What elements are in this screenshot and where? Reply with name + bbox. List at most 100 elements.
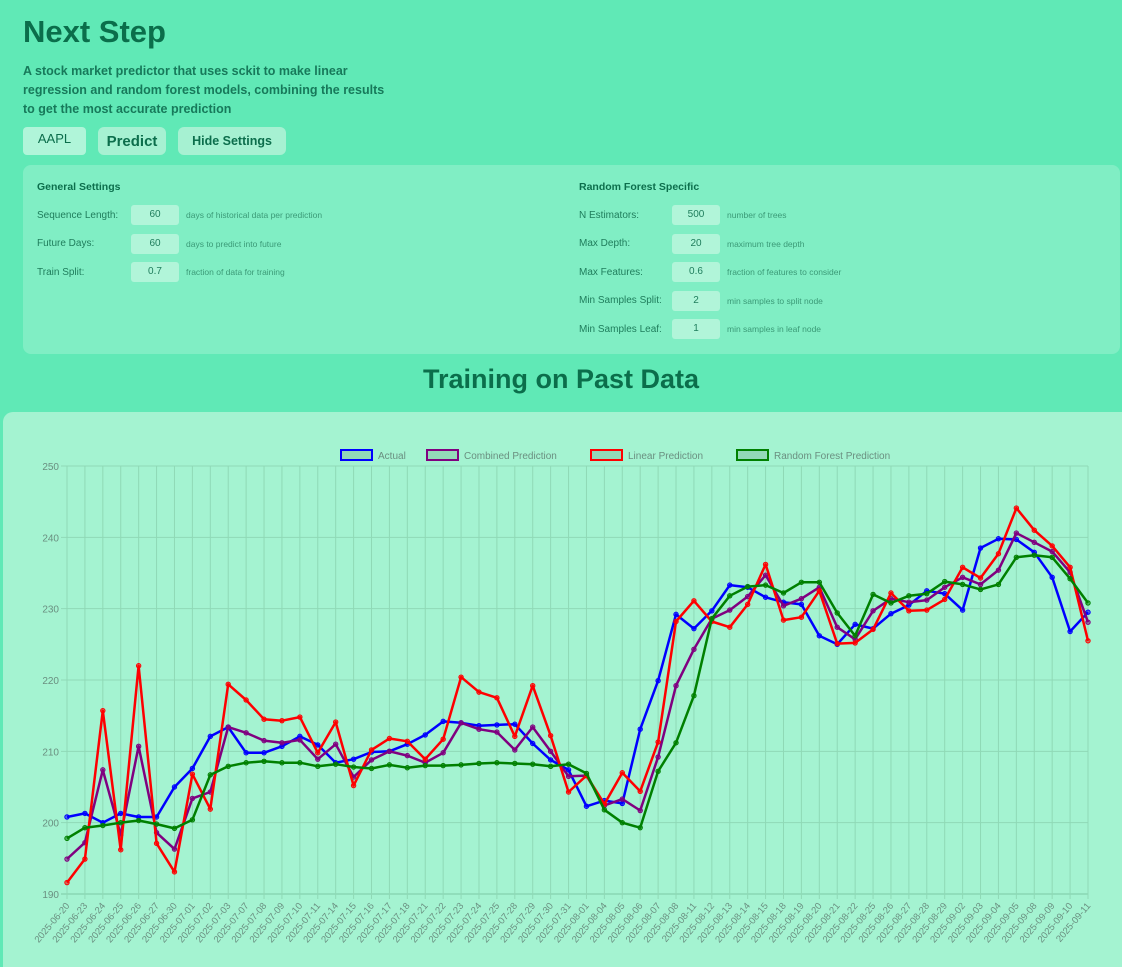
data-point [82,856,88,862]
data-point [834,624,840,630]
random-forest-heading: Random Forest Specific [579,181,700,193]
data-point [942,584,948,590]
setting-hint: fraction of features to consider [727,267,842,277]
data-point [64,879,70,886]
data-point [727,607,733,613]
data-point [171,784,178,790]
data-point [727,593,733,599]
legend-item[interactable]: Actual [340,449,406,462]
setting-input[interactable]: 1 [672,319,720,339]
data-point [709,615,715,622]
y-tick-label: 190 [42,890,59,901]
data-point [189,795,196,802]
series-line [66,506,1090,884]
setting-input[interactable]: 60 [131,233,179,254]
data-point [189,771,196,777]
setting-input[interactable]: 0.6 [672,262,720,282]
data-point [440,762,446,769]
data-point [673,611,679,618]
series-combined-prediction [64,530,1091,862]
data-point [458,720,464,726]
data-point [315,763,321,770]
setting-input[interactable]: 500 [672,205,720,225]
setting-input[interactable]: 60 [131,205,179,225]
legend-label: Random Forest Prediction [774,451,890,462]
data-point [530,683,536,689]
legend-item[interactable]: Combined Prediction [426,449,557,462]
data-point [762,572,769,578]
y-tick-label: 220 [42,676,59,687]
data-point [1049,543,1055,549]
data-point [458,674,464,680]
data-point [207,733,213,740]
legend-item[interactable]: Linear Prediction [590,449,703,462]
data-point [1085,638,1091,644]
data-point [422,756,428,762]
data-point [135,663,142,669]
setting-input[interactable]: 2 [672,290,720,311]
data-point [762,582,769,588]
data-point [691,692,697,699]
hide-settings-button[interactable]: Hide Settings [178,127,286,155]
data-point [100,822,106,829]
data-point [404,738,411,745]
legend-swatch [590,449,623,461]
data-point [100,707,106,714]
data-point [297,714,303,720]
data-point [780,590,787,596]
data-point [816,588,823,594]
data-point [547,732,554,739]
data-point [315,750,321,756]
data-point [422,732,428,738]
data-point [530,724,536,730]
data-point [565,761,572,767]
setting-row: Sequence Length: 60 days of historical dat… [37,205,322,225]
data-point [225,724,231,730]
predict-button[interactable]: Predict [98,127,166,155]
data-point [691,598,697,604]
data-point [888,600,894,606]
data-point [1031,539,1037,546]
data-point [959,564,966,570]
setting-hint: maximum tree depth [727,238,805,249]
data-point [977,586,984,593]
data-point [619,796,625,802]
data-point [583,803,590,809]
data-point [494,729,500,735]
setting-label: N Estimators: [579,209,640,221]
data-point [1085,609,1091,615]
data-point [547,763,554,770]
data-point [888,610,894,617]
setting-input[interactable]: 0.7 [131,262,179,282]
y-tick-label: 250 [42,462,59,473]
data-point [350,756,357,762]
data-point [135,743,142,750]
data-point [386,735,393,742]
data-point [637,807,643,814]
data-point [995,567,1002,573]
data-point [924,590,930,597]
setting-input[interactable]: 20 [672,233,720,254]
chart-card: 190 200 210 220 230 240 250 2025-06-20 2025-06-2… [3,412,1122,967]
data-point [350,764,357,770]
data-point [1085,600,1091,606]
data-point [386,762,393,768]
data-point [530,761,536,767]
data-point [959,581,966,588]
data-point [924,597,930,603]
data-point [1049,548,1055,555]
data-point [619,819,625,826]
legend-item[interactable]: Random Forest Prediction [736,449,890,462]
data-point [350,782,357,789]
data-point [100,767,106,773]
data-point [727,624,733,630]
setting-row: Min Samples Leaf: 1 min samples in leaf no… [579,319,821,339]
setting-label: Train Split: [37,266,85,278]
ticker-input[interactable] [23,127,86,155]
data-point [870,626,876,633]
data-point [673,618,679,625]
data-point [906,608,912,614]
data-point [852,633,858,639]
data-point [512,733,518,740]
data-point [977,545,984,551]
